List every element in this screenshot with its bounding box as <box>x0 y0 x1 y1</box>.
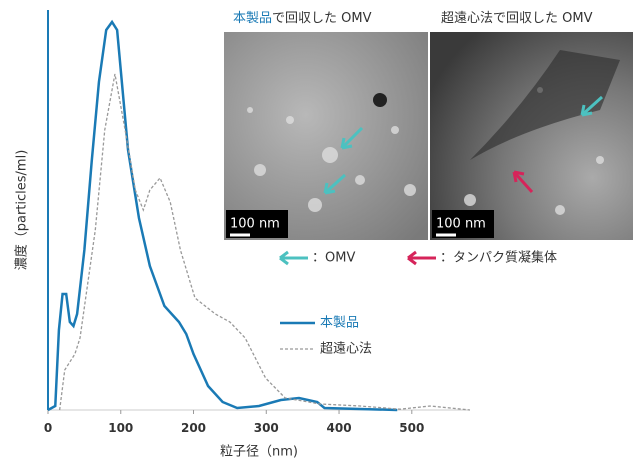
y-axis-label: 濃度（particles/ml) <box>14 150 30 271</box>
dark-particle <box>373 93 387 107</box>
x-tick-label: 500 <box>399 421 424 435</box>
legend-label: 本製品 <box>320 316 359 331</box>
x-tick-label: 200 <box>181 421 206 435</box>
scale-label: 100 nm <box>436 217 486 232</box>
arrow-legend: ：OMV <box>312 251 355 266</box>
inset-title-rest: で回収した OMV <box>272 11 372 26</box>
inset-title: 超遠心法で回収した OMV <box>441 11 593 26</box>
inset-title-highlight: 本製品 <box>233 11 272 26</box>
x-tick-label: 300 <box>254 421 279 435</box>
x-tick-label: 400 <box>327 421 352 435</box>
arrow-legend: ：タンパク質凝集体 <box>440 250 557 266</box>
x-axis-label: 粒子径（nm) <box>220 445 298 460</box>
x-tick-label: 0 <box>44 421 52 435</box>
legend-label: 超遠心法 <box>320 342 372 357</box>
tem-image-left <box>224 32 428 240</box>
scale-label: 100 nm <box>230 217 280 232</box>
inset-title: 本製品で回収した OMV <box>233 11 372 26</box>
chart: 本製品で回収した OMV 超遠心法で回収した OMV 100 nm 100 nm… <box>0 0 633 466</box>
x-tick-label: 100 <box>108 421 133 435</box>
